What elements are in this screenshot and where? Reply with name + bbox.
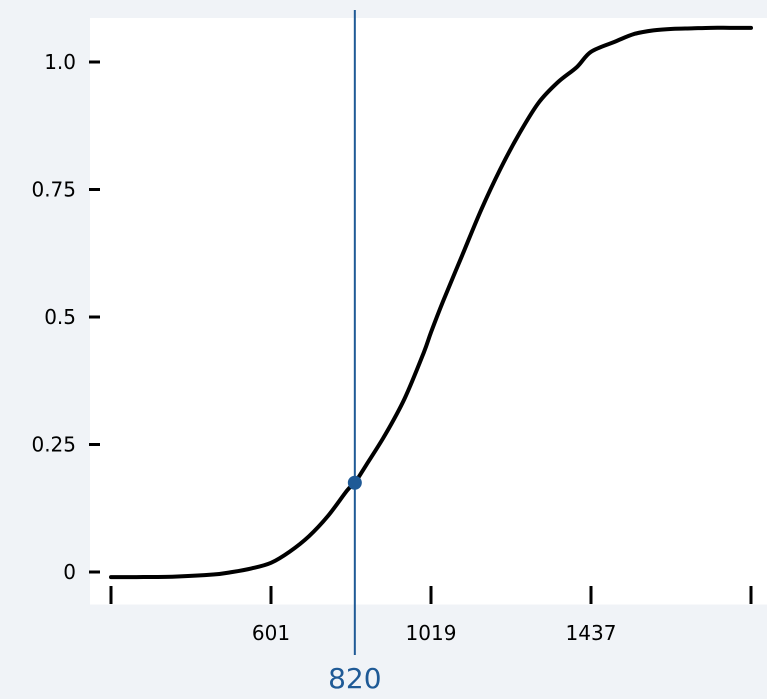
marker-point: [347, 475, 362, 490]
cdf-curve: [109, 25, 753, 580]
x-tick-label: 1437: [566, 621, 617, 645]
plot-area: [90, 18, 767, 604]
y-tick-label: 0: [63, 560, 76, 584]
marker-label: 820: [328, 662, 381, 695]
y-axis: 0 0.25 0.5 0.75 1.0: [31, 50, 100, 584]
x-tick-label: 1019: [406, 621, 457, 645]
series-layer: [109, 25, 753, 580]
y-tick-label: 0.75: [31, 178, 76, 202]
x-tick-label: 601: [252, 621, 290, 645]
x-axis: 601 1019 1437: [90, 586, 767, 645]
marker-layer: 820: [328, 10, 382, 695]
y-tick-label: 1.0: [44, 50, 76, 74]
y-tick-label: 0.25: [31, 433, 76, 457]
y-tick-label: 0.5: [44, 305, 76, 329]
